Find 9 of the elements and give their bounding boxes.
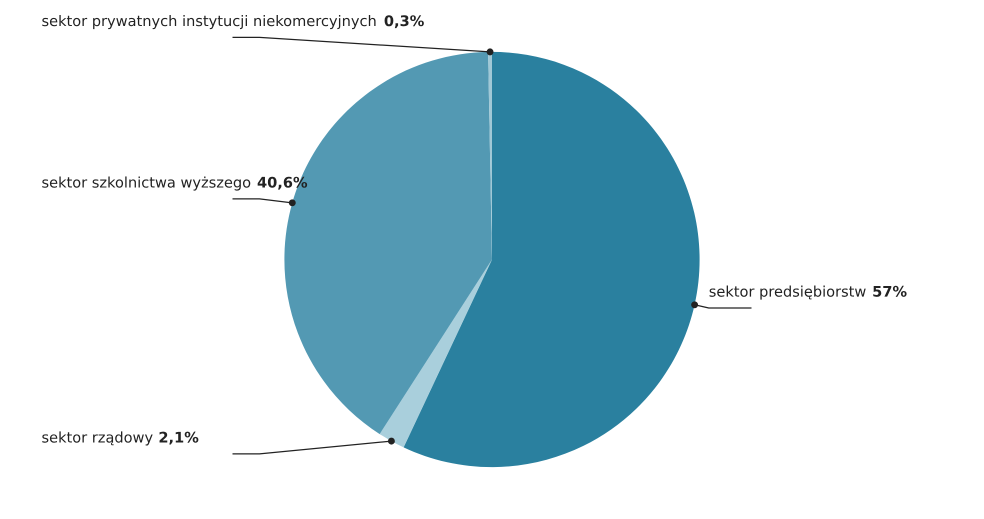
pie-slice <box>404 52 700 468</box>
data-label: 0,3% <box>384 15 424 28</box>
data-label: 2,1% <box>160 432 198 445</box>
slice-label: sektor rządowy <box>42 431 153 446</box>
slice-label: sektor prywatnych instytucji niekomercyjnych <box>42 14 376 30</box>
pie-slice <box>380 260 492 448</box>
slice-label: sektor szkolnictwa wyższego <box>42 176 250 191</box>
slice-label: sektor predsiębiorstw <box>710 286 866 300</box>
data-label: 57% <box>873 286 907 297</box>
